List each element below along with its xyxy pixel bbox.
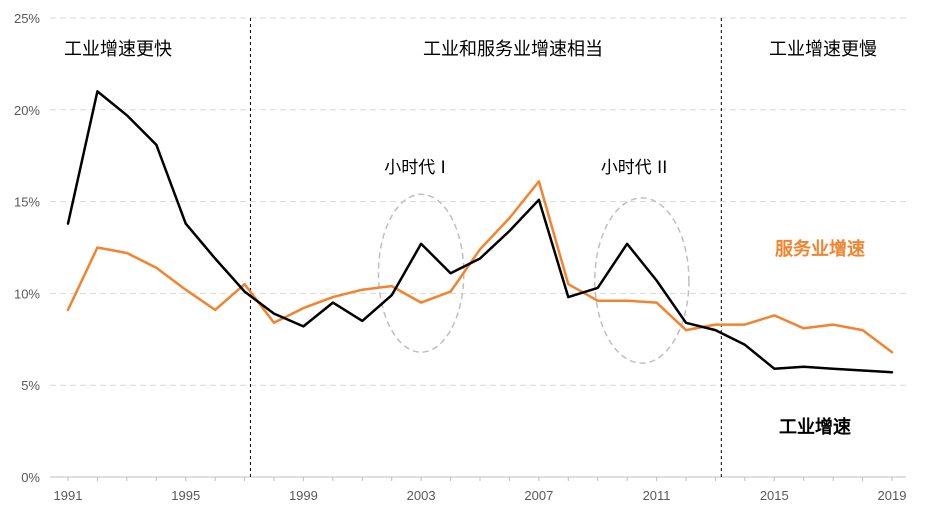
- region-label-industry-equal: 工业和服务业增速相当: [423, 39, 603, 60]
- era-ellipse-2: [594, 197, 690, 364]
- x-tick-label-2015: 2015: [760, 488, 789, 503]
- region-label-industry-faster: 工业增速更快: [64, 39, 172, 60]
- x-axis-ticks: 1991 1995 1999 2003 2007 2011 2015 2019: [54, 488, 907, 503]
- x-tick-label-2007: 2007: [524, 488, 553, 503]
- era-ellipses: [377, 193, 690, 364]
- y-tick-label-0%: 0%: [21, 470, 40, 485]
- x-tick-label-1995: 1995: [171, 488, 200, 503]
- x-tick-label-2003: 2003: [407, 488, 436, 503]
- y-tick-label-10%: 10%: [14, 286, 40, 301]
- period-dividers: [249, 18, 722, 477]
- era-label-1: 小时代 I: [384, 158, 445, 178]
- x-tick-label-2019: 2019: [878, 488, 907, 503]
- y-tick-label-25%: 25%: [14, 11, 40, 26]
- series-line-工业增速: [66, 90, 894, 374]
- series-label-industry: 工业增速: [779, 416, 851, 438]
- series-lines: [66, 90, 894, 374]
- region-label-industry-slower: 工业增速更慢: [769, 39, 877, 60]
- y-tick-label-15%: 15%: [14, 195, 40, 210]
- y-axis-ticks: 0% 5% 10% 15% 20% 25%: [14, 11, 40, 485]
- y-tick-label-5%: 5%: [21, 378, 40, 393]
- era-label-2: 小时代 II: [601, 158, 667, 178]
- x-tick-label-1991: 1991: [54, 488, 83, 503]
- x-tick-label-2011: 2011: [643, 488, 671, 503]
- y-tick-label-20%: 20%: [14, 103, 40, 118]
- series-label-services: 服务业增速: [775, 238, 865, 260]
- x-tick-label-1999: 1999: [289, 488, 318, 503]
- series-line-服务业增速: [66, 180, 894, 354]
